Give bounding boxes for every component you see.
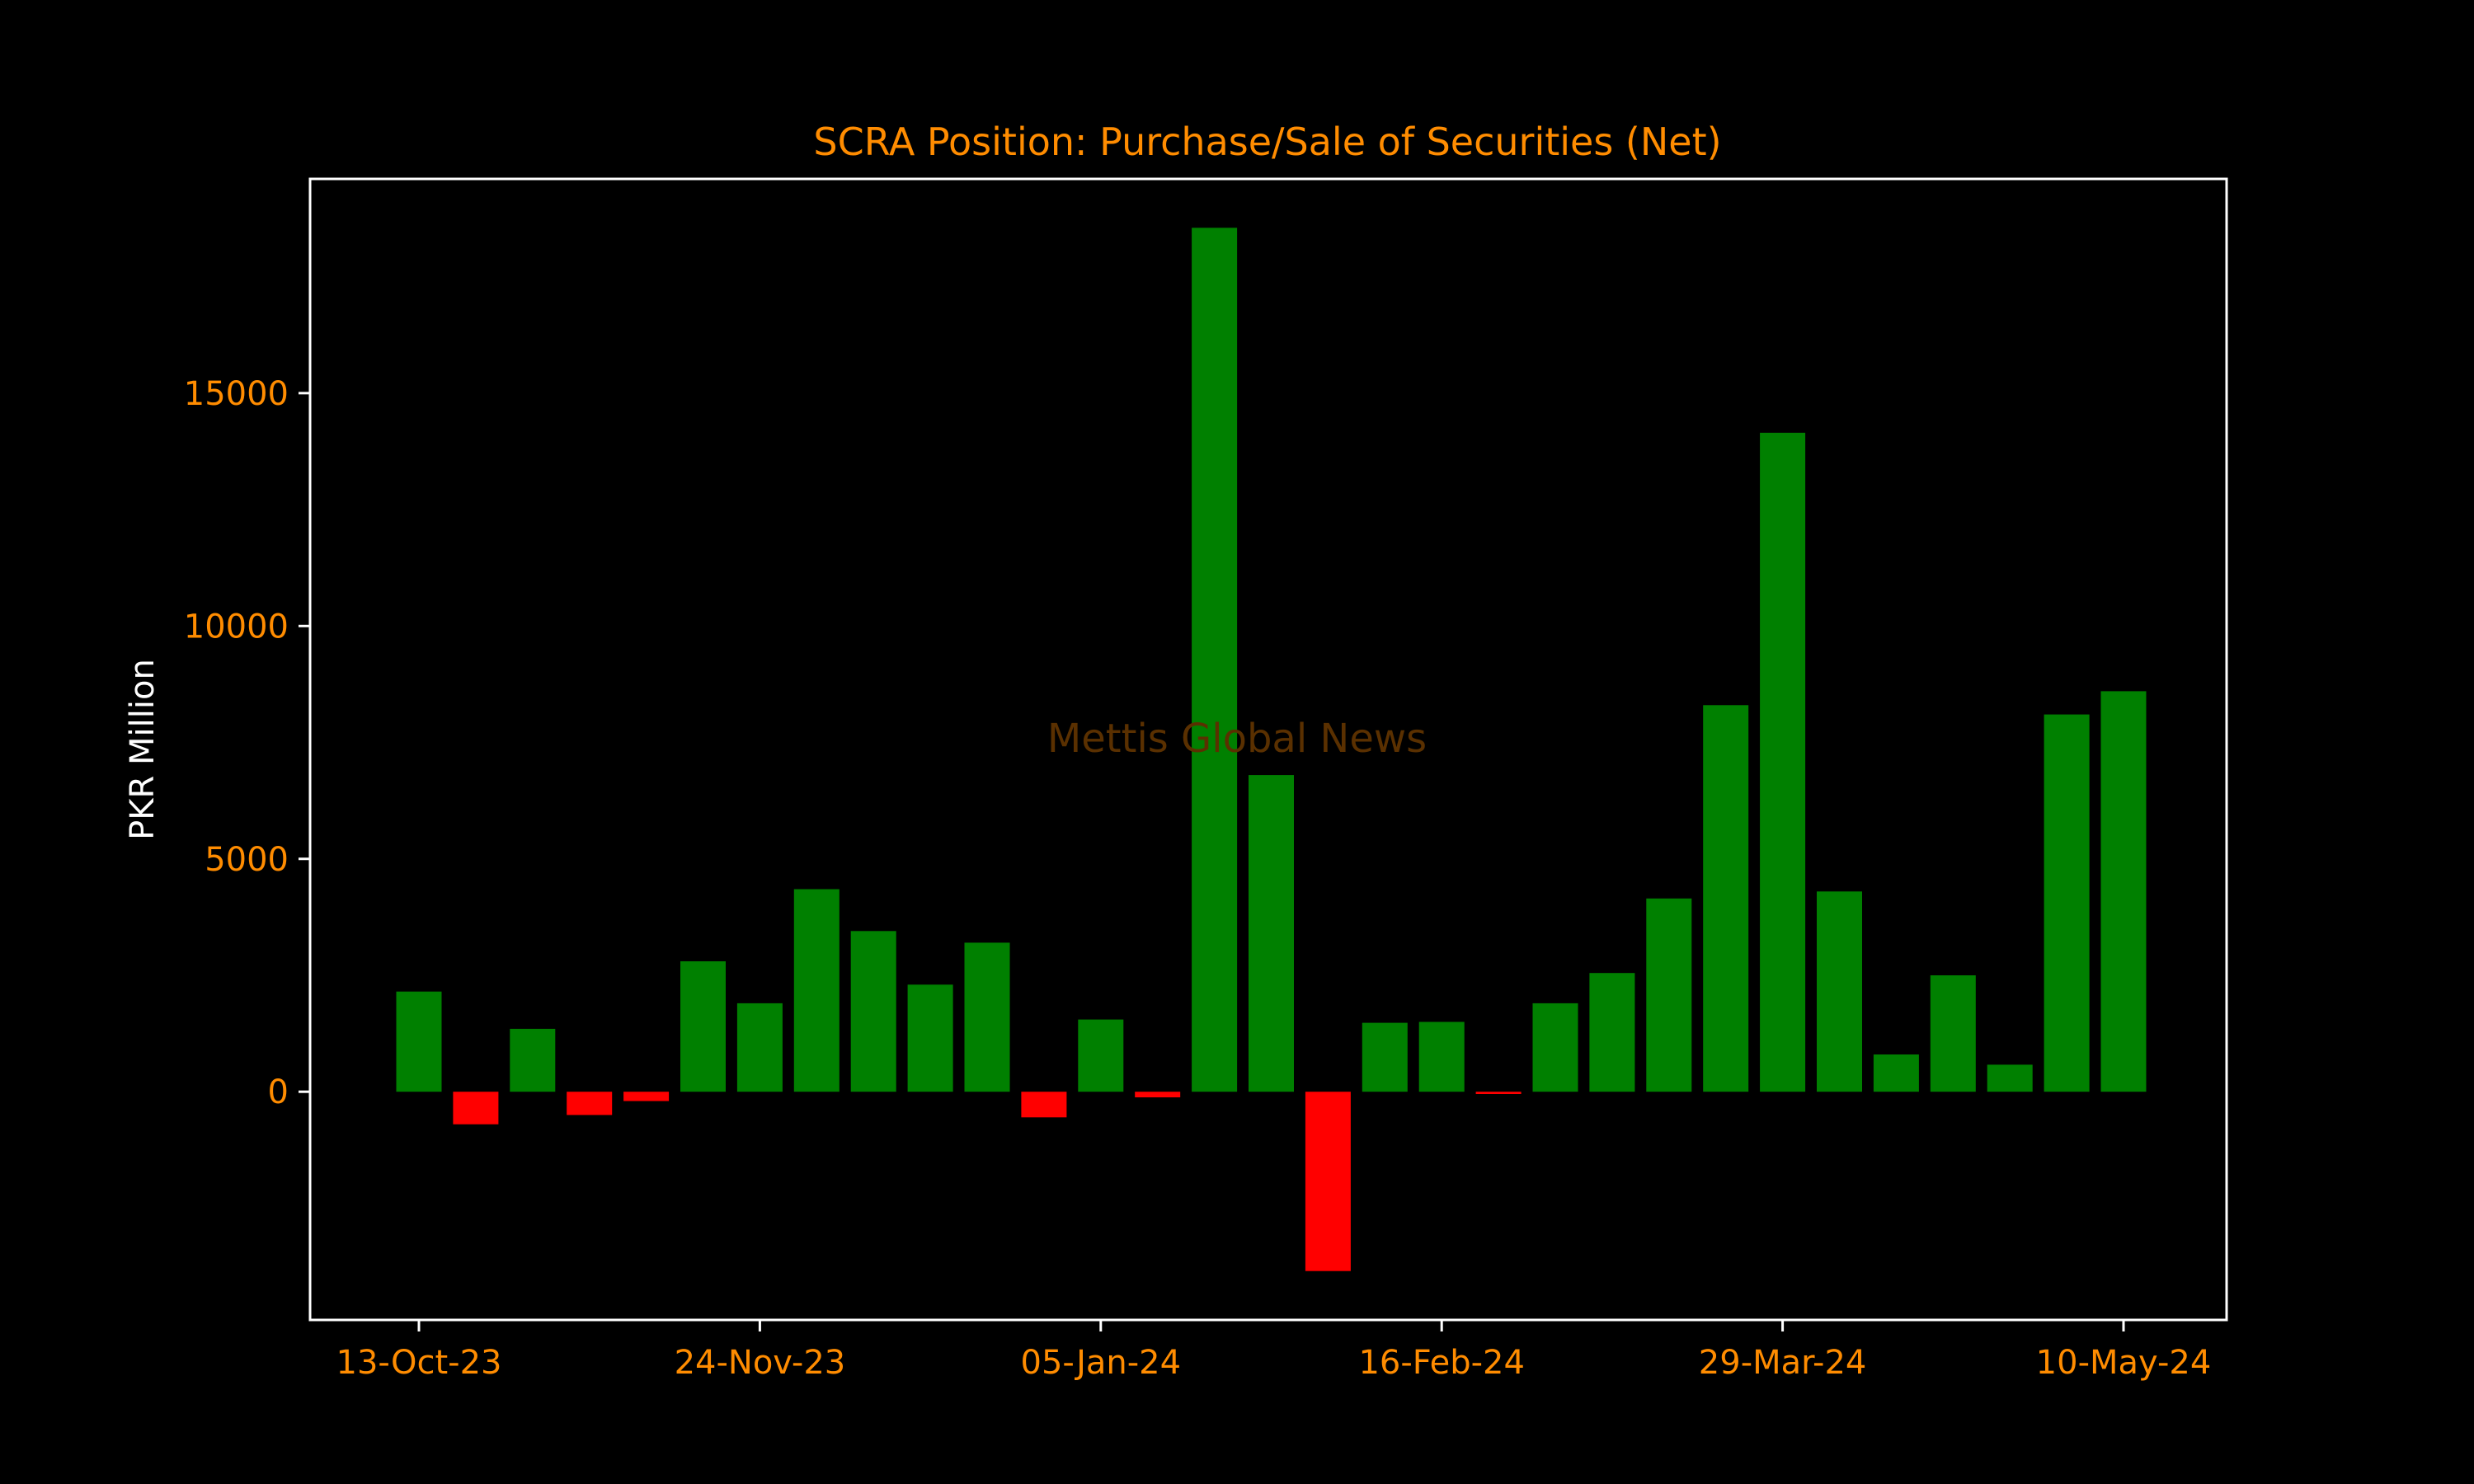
x-tick-label: 13-Oct-23 — [336, 1344, 502, 1382]
bar-01-Dec-23 — [793, 889, 840, 1092]
bar-09-Feb-24 — [1362, 1022, 1408, 1092]
bar-20-Oct-23 — [453, 1092, 499, 1125]
bar-22-Dec-23 — [964, 942, 1010, 1092]
bar-08-Dec-23 — [850, 931, 896, 1092]
y-tick-label: 15000 — [184, 375, 289, 413]
x-axis: 13-Oct-23 24-Nov-23 05-Jan-24 16-Feb-24 29-M… — [336, 1320, 2212, 1382]
bar-23-Feb-24 — [1475, 1092, 1522, 1094]
bar-22-Mar-24 — [1703, 705, 1749, 1092]
bar-19-Jan-24 — [1192, 228, 1238, 1092]
bar-12-Jan-24 — [1135, 1092, 1181, 1097]
bar-24-Nov-23 — [736, 1003, 783, 1092]
bar-26-Jan-24 — [1249, 775, 1294, 1092]
bar-02-Feb-24 — [1305, 1092, 1351, 1271]
bar-01-Mar-24 — [1532, 1003, 1578, 1092]
x-tick-label: 16-Feb-24 — [1358, 1344, 1524, 1382]
bar-26-Apr-24 — [1987, 1064, 2033, 1092]
bar-13-Oct-23 — [396, 991, 442, 1092]
bar-05-Jan-24 — [1078, 1019, 1124, 1092]
x-tick-label: 10-May-24 — [2036, 1344, 2212, 1382]
bar-19-Apr-24 — [1930, 975, 1976, 1092]
bar-12-Apr-24 — [1873, 1054, 1919, 1092]
bar-27-Oct-23 — [510, 1028, 556, 1092]
y-axis: 0 5000 10000 15000 — [184, 375, 310, 1111]
bar-10-Nov-23 — [623, 1092, 670, 1101]
bar-17-Nov-23 — [680, 961, 726, 1092]
chart-title: SCRA Position: Purchase/Sale of Securiti… — [813, 120, 1721, 164]
bar-03-May-24 — [2044, 714, 2090, 1092]
bar-05-Apr-24 — [1817, 891, 1862, 1092]
bar-03-Nov-23 — [567, 1092, 613, 1115]
y-tick-label: 10000 — [184, 608, 289, 646]
bar-16-Feb-24 — [1418, 1021, 1465, 1092]
bar-15-Mar-24 — [1646, 898, 1692, 1092]
y-tick-label: 5000 — [205, 841, 289, 879]
bar-08-Mar-24 — [1589, 973, 1635, 1092]
bar-29-Mar-24 — [1760, 432, 1806, 1092]
y-tick-label: 0 — [268, 1073, 289, 1111]
bar-10-May-24 — [2100, 691, 2147, 1092]
x-tick-label: 29-Mar-24 — [1699, 1344, 1867, 1382]
bar-15-Dec-23 — [907, 984, 953, 1092]
plot-frame — [308, 177, 2228, 1322]
x-tick-label: 24-Nov-23 — [675, 1344, 846, 1382]
bar-29-Dec-23 — [1021, 1092, 1067, 1118]
x-tick-label: 05-Jan-24 — [1021, 1344, 1182, 1382]
bars-group — [396, 228, 2147, 1271]
watermark: Mettis Global News — [1047, 716, 1427, 762]
y-axis-label: PKR Million — [124, 659, 162, 840]
